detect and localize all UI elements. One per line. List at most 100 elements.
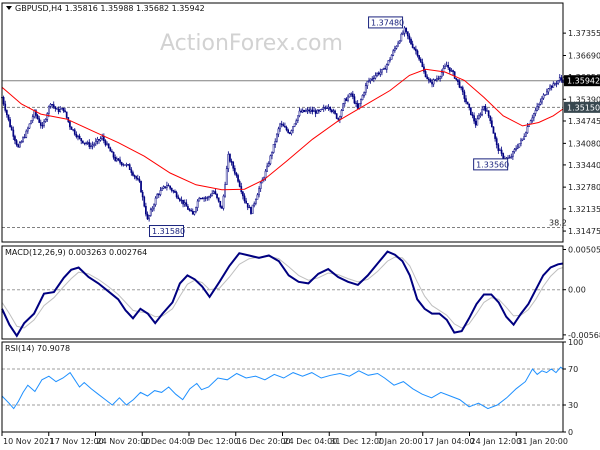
candle-body xyxy=(497,144,500,151)
candle-body xyxy=(524,132,527,137)
candle-body xyxy=(43,121,45,126)
candle-body xyxy=(54,106,57,109)
candle-body xyxy=(515,148,517,150)
candle-body xyxy=(549,85,551,89)
macd-panel: 0.005058 0.00 -0.005682 MACD(12,26,9) 0.003… xyxy=(1,245,600,340)
rsi-panel: 100 70 30 0 RSI(14) 70.9078 xyxy=(1,338,583,437)
candle-body xyxy=(342,103,344,111)
candle-body xyxy=(461,87,464,93)
candle-body xyxy=(313,110,315,112)
candle-body xyxy=(2,97,5,105)
candle-body xyxy=(508,157,511,159)
candle-body xyxy=(277,128,280,135)
candle-body xyxy=(212,191,215,194)
candle-body xyxy=(306,109,309,111)
candle-body xyxy=(188,209,191,211)
candle-body xyxy=(529,120,532,125)
candle-body xyxy=(88,142,91,147)
candle-body xyxy=(516,146,519,149)
candle-body xyxy=(523,136,526,140)
candle-body xyxy=(465,98,467,103)
candle-body xyxy=(447,64,450,68)
price-annotation-box xyxy=(473,158,509,171)
candle-body xyxy=(60,107,63,110)
price-tag-label: 1.35150 xyxy=(567,103,600,112)
candle-body xyxy=(334,110,336,114)
candle-body xyxy=(316,109,319,114)
candle-body xyxy=(185,202,188,207)
candle-body xyxy=(99,138,102,141)
candle-body xyxy=(293,123,296,127)
candle-body xyxy=(157,194,160,196)
rsi-panel-title: RSI(14) 70.9078 xyxy=(5,344,70,353)
candle-body xyxy=(90,145,92,147)
candle-body xyxy=(394,48,396,51)
candle-body xyxy=(141,191,144,198)
candle-body xyxy=(469,107,472,115)
price-axis-label: 1.31475 xyxy=(568,227,600,236)
candle-body xyxy=(204,197,207,199)
price-panel-title: GBPUSD,H4 1.35816 1.35988 1.35682 1.3594… xyxy=(15,4,205,13)
candle-body xyxy=(371,78,374,80)
candle-body xyxy=(70,126,73,130)
candle-body xyxy=(345,98,348,101)
candle-body xyxy=(274,141,277,145)
watermark: ActionForex.com xyxy=(160,31,343,56)
candle-body xyxy=(330,109,333,112)
candle-body xyxy=(182,199,184,205)
candle-body xyxy=(482,105,485,110)
candle-body xyxy=(531,117,534,122)
candle-body xyxy=(303,109,306,112)
candle-body xyxy=(473,115,475,122)
candle-body xyxy=(6,110,8,116)
candle-body xyxy=(30,120,32,125)
candle-body xyxy=(402,32,404,35)
candle-body xyxy=(237,175,239,182)
time-axis-label: 2 Dec 04:00 xyxy=(143,437,192,446)
candle-body xyxy=(209,195,212,197)
candle-body xyxy=(28,123,31,129)
candle-body xyxy=(521,138,524,141)
candle-body xyxy=(308,109,311,112)
candle-body xyxy=(374,75,377,79)
candle-body xyxy=(287,129,290,133)
candle-body xyxy=(104,140,107,146)
candle-body xyxy=(195,207,197,212)
rsi-axis-tick-label: 0 xyxy=(568,428,573,437)
candle-body xyxy=(452,70,454,73)
candle-body xyxy=(448,67,451,72)
candle-body xyxy=(243,195,246,202)
candle-body xyxy=(250,207,252,214)
candle-body xyxy=(279,123,281,130)
rsi-line xyxy=(1,366,564,410)
price-axis-label: 1.34745 xyxy=(568,117,600,126)
candle-body xyxy=(93,143,96,146)
candle-body xyxy=(416,50,419,56)
candle-body xyxy=(154,197,157,206)
candle-body xyxy=(73,129,76,135)
time-axis-label: 16 Dec 20:00 xyxy=(237,437,291,446)
candle-body xyxy=(38,118,41,123)
candle-body xyxy=(261,179,264,184)
candle-body xyxy=(153,204,155,209)
candle-body xyxy=(224,184,226,197)
candle-body xyxy=(246,203,249,208)
time-axis-label: 10 Nov 2021 xyxy=(3,437,54,446)
candle-body xyxy=(340,110,343,117)
candle-body xyxy=(298,110,301,116)
rsi-panel-frame xyxy=(1,341,564,433)
candle-body xyxy=(201,198,204,200)
candle-body xyxy=(216,193,218,198)
candle-body xyxy=(495,138,498,146)
candle-body xyxy=(145,205,147,215)
candle-body xyxy=(20,141,23,144)
candle-body xyxy=(235,172,238,176)
candle-body xyxy=(450,70,453,72)
candle-body xyxy=(259,182,262,189)
candle-body xyxy=(369,78,372,81)
candle-body xyxy=(486,110,488,112)
candle-body xyxy=(526,126,529,134)
candle-body xyxy=(132,172,134,176)
candle-body xyxy=(275,133,278,142)
